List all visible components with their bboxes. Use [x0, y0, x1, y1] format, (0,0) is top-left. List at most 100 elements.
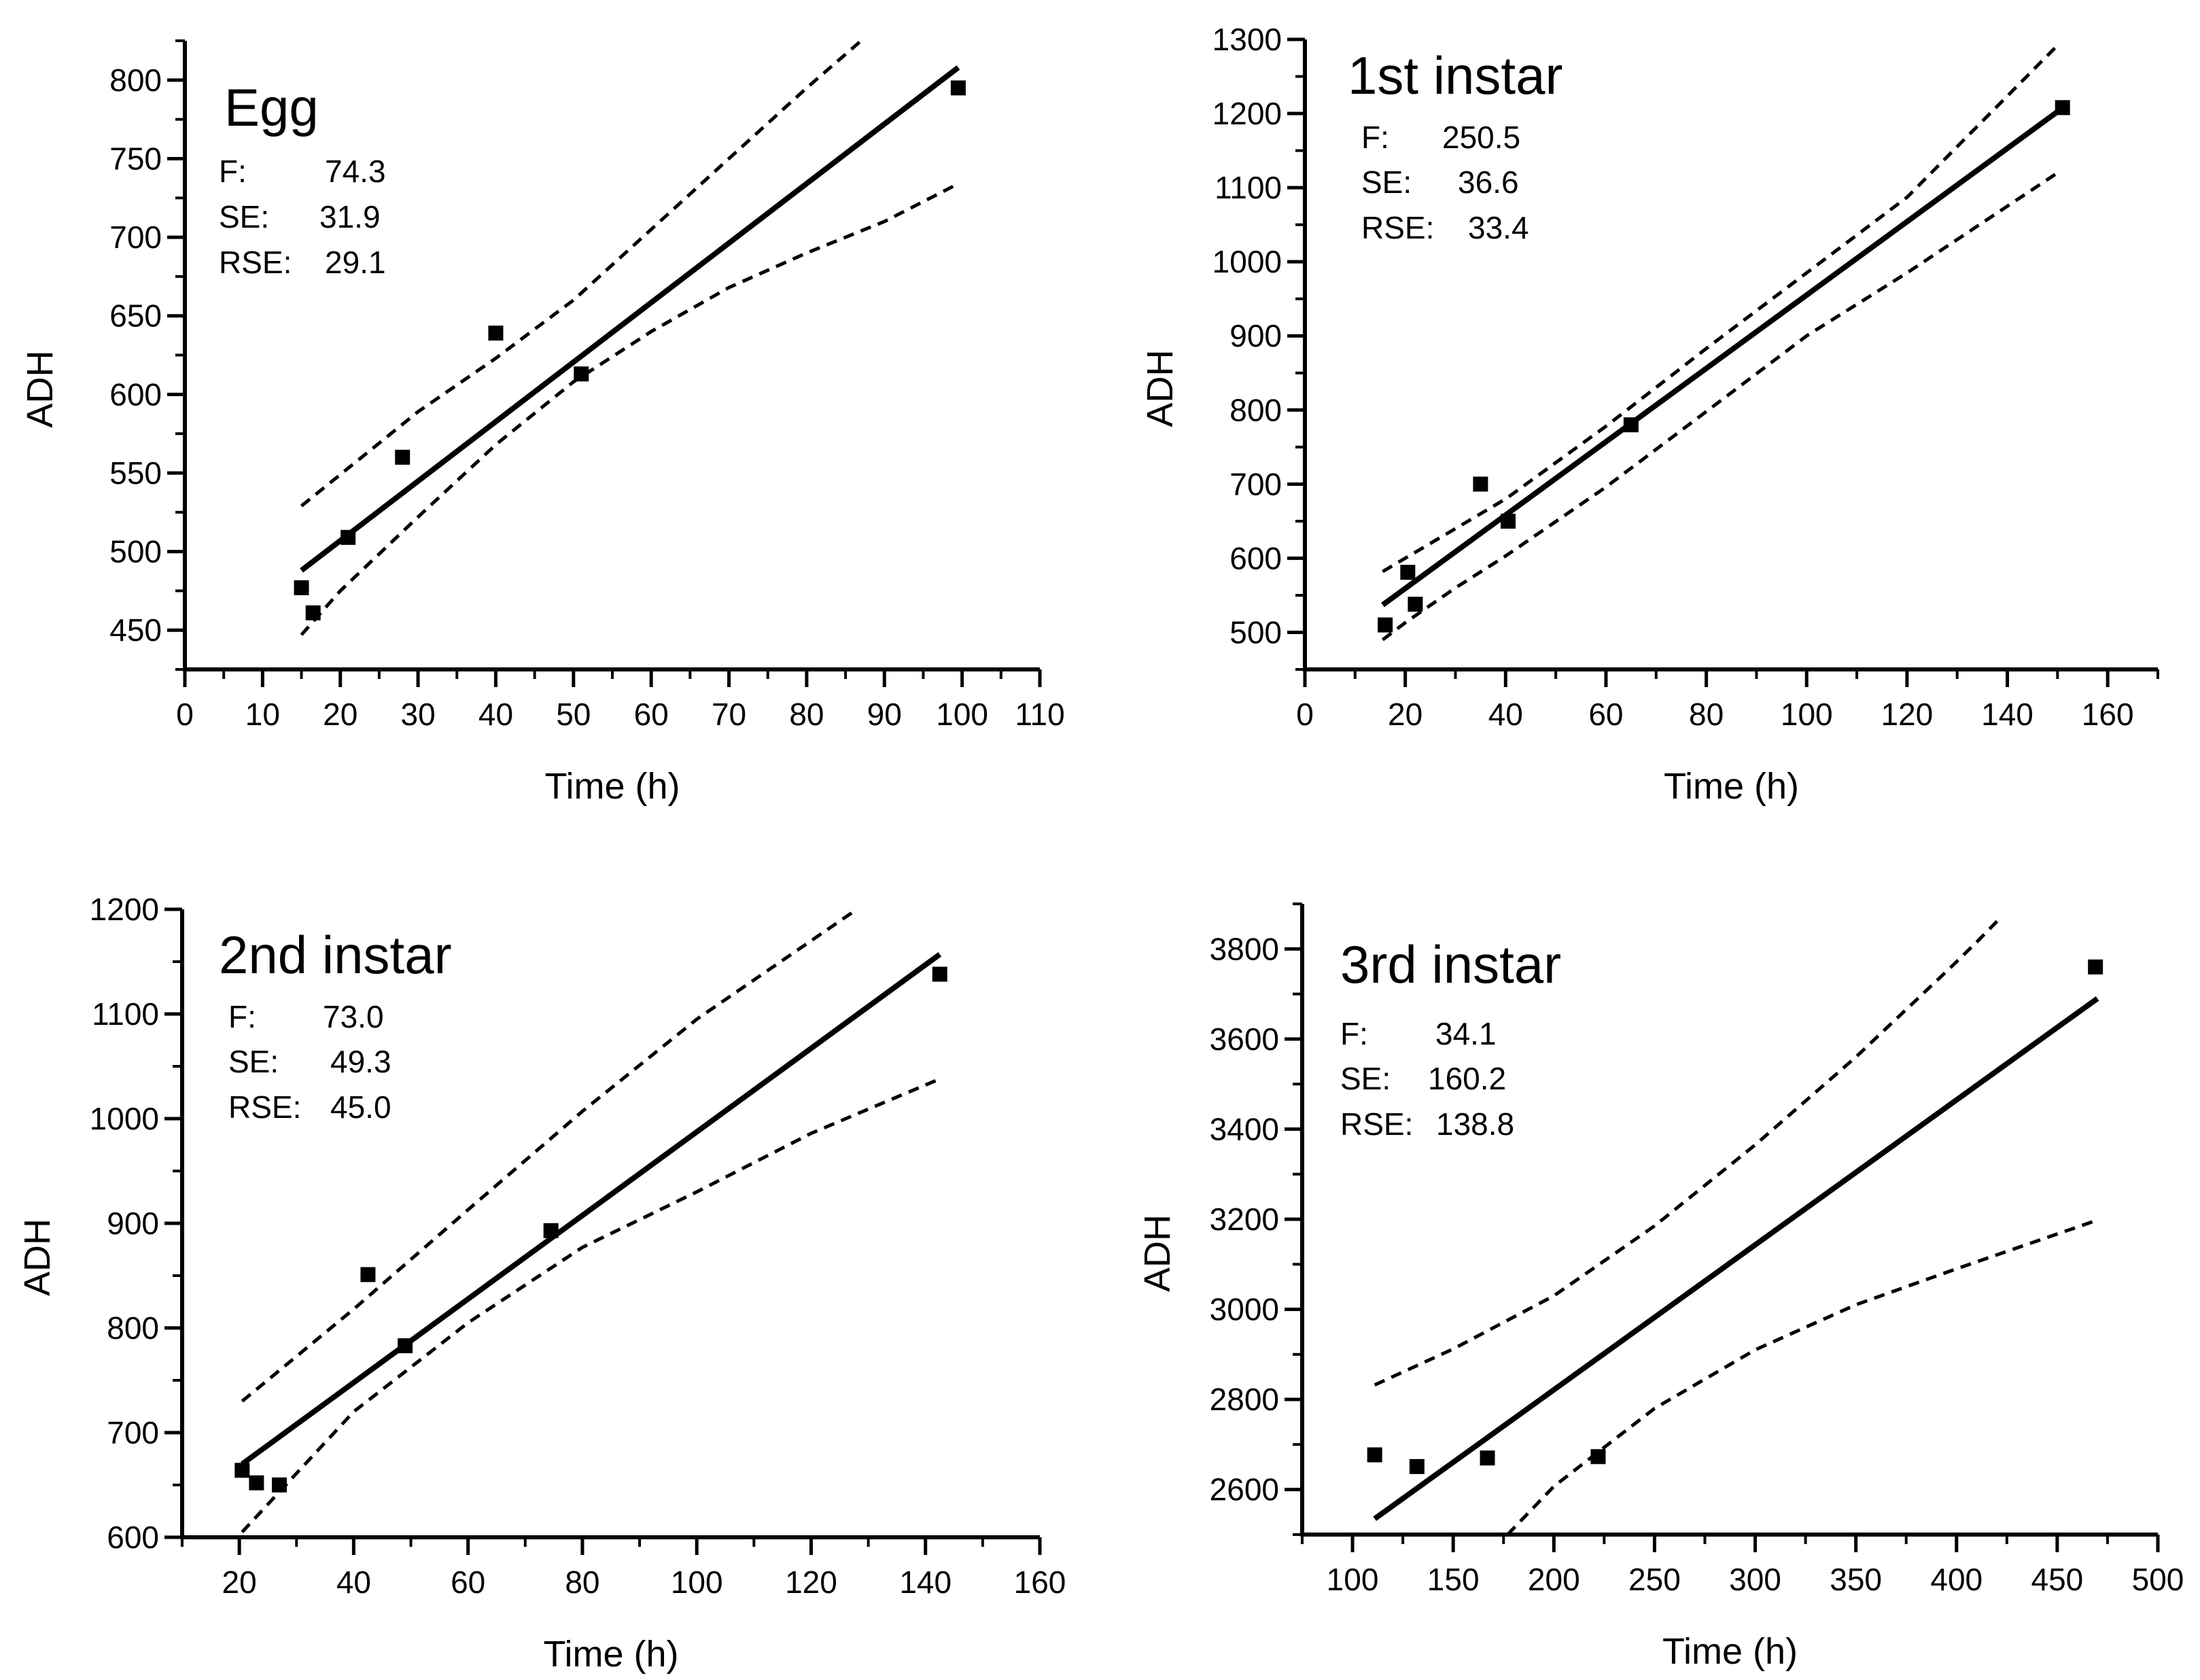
- y-tick-label: 1100: [1215, 170, 1282, 205]
- y-tick-label: 800: [1229, 392, 1282, 427]
- data-point: [574, 366, 589, 382]
- panel-title: 3rd instar: [1340, 934, 1561, 994]
- data-point: [249, 1475, 264, 1490]
- chart-panel-3rd-instar: 3rd instar F: 34.1 SE: 160.2 RSE: 138.8 …: [1137, 903, 2184, 1672]
- x-axis-title: Time (h): [1662, 1631, 1798, 1672]
- y-tick-label: 2600: [1210, 1472, 1279, 1507]
- y-tick-label: 550: [109, 455, 162, 491]
- x-tick-label: 10: [245, 697, 280, 732]
- x-tick-label: 90: [867, 697, 902, 732]
- lower-confidence-band: [241, 1077, 941, 1533]
- data-point: [1400, 565, 1416, 580]
- x-tick-label: 450: [2031, 1562, 2084, 1597]
- data-point: [1408, 597, 1423, 612]
- y-tick-label: 1200: [90, 892, 159, 927]
- stat-value-f: 34.1: [1435, 1016, 1497, 1051]
- lower-confidence-band: [300, 182, 960, 636]
- y-tick-label: 2800: [1210, 1382, 1279, 1417]
- y-tick-label: 1300: [1212, 22, 1282, 57]
- y-tick-label: 900: [1229, 318, 1282, 353]
- data-point: [950, 80, 966, 96]
- x-tick-label: 0: [176, 697, 194, 732]
- y-axis-title: ADH: [20, 350, 60, 427]
- y-tick-label: 600: [1229, 540, 1282, 576]
- stat-label-f: F:: [219, 154, 247, 189]
- x-tick-label: 500: [2132, 1562, 2184, 1597]
- x-tick-label: 80: [789, 697, 824, 732]
- y-tick-label: 3600: [1210, 1021, 1279, 1057]
- data-point: [305, 605, 321, 620]
- panel-title: 2nd instar: [219, 925, 452, 985]
- x-tick-label: 100: [1781, 697, 1833, 732]
- x-tick-label: 40: [1488, 697, 1523, 732]
- x-tick-label: 70: [712, 697, 746, 732]
- x-tick-label: 150: [1427, 1562, 1480, 1597]
- stats-box: F: 73.0 SE: 49.3 RSE: 45.0: [228, 999, 391, 1125]
- stat-value-se: 160.2: [1428, 1061, 1506, 1096]
- stats-box: F: 74.3 SE: 31.9 RSE: 29.1: [219, 154, 386, 280]
- stat-label-f: F:: [1361, 120, 1389, 155]
- stat-value-rse: 138.8: [1436, 1106, 1514, 1142]
- data-point: [488, 326, 504, 341]
- y-axis-title: ADH: [17, 1219, 58, 1296]
- panel-title: 1st instar: [1348, 46, 1562, 105]
- chart-panel-2nd-instar: 2nd instar F: 73.0 SE: 49.3 RSE: 45.0 20…: [17, 892, 1066, 1675]
- x-tick-label: 20: [222, 1564, 257, 1600]
- x-tick-label: 60: [634, 697, 669, 732]
- y-tick-label: 500: [1229, 614, 1282, 650]
- data-point: [341, 529, 356, 545]
- stat-label-f: F:: [228, 999, 256, 1034]
- x-tick-label: 60: [451, 1564, 485, 1600]
- x-tick-label: 20: [1388, 697, 1422, 732]
- x-tick-label: 50: [556, 697, 591, 732]
- upper-confidence-band: [1374, 916, 2002, 1387]
- y-tick-label: 600: [107, 1520, 159, 1555]
- y-axis-title: ADH: [1137, 1214, 1178, 1292]
- stats-box: F: 34.1 SE: 160.2 RSE: 138.8: [1340, 1016, 1514, 1142]
- upper-confidence-band: [241, 909, 858, 1403]
- data-point: [2055, 100, 2070, 116]
- data-point: [395, 449, 411, 465]
- data-point: [360, 1267, 376, 1282]
- x-tick-label: 120: [785, 1564, 837, 1600]
- x-tick-label: 140: [1981, 697, 2033, 732]
- panel-title: Egg: [224, 77, 319, 137]
- stat-label-se: SE:: [1340, 1061, 1391, 1096]
- x-tick-label: 60: [1588, 697, 1623, 732]
- stat-value-f: 74.3: [325, 154, 386, 189]
- y-tick-label: 650: [109, 298, 162, 334]
- y-tick-label: 800: [109, 63, 162, 98]
- x-tick-label: 100: [1327, 1562, 1379, 1597]
- y-tick-label: 800: [107, 1310, 159, 1346]
- x-tick-label: 0: [1296, 697, 1314, 732]
- stat-value-rse: 33.4: [1468, 210, 1529, 245]
- regression-line: [300, 65, 960, 573]
- y-tick-label: 1200: [1212, 96, 1282, 131]
- data-point: [1480, 1450, 1495, 1466]
- x-tick-label: 30: [401, 697, 436, 732]
- stat-value-f: 73.0: [323, 999, 384, 1034]
- x-tick-label: 40: [336, 1564, 371, 1600]
- y-tick-label: 450: [109, 612, 162, 648]
- y-tick-label: 1000: [90, 1101, 159, 1136]
- regression-line: [1381, 107, 2062, 608]
- data-point: [1473, 476, 1488, 492]
- data-point: [398, 1338, 413, 1354]
- x-tick-label: 200: [1528, 1562, 1580, 1597]
- data-point: [1367, 1447, 1382, 1463]
- data-point: [1409, 1458, 1425, 1474]
- data-point: [1378, 617, 1393, 633]
- data-point: [1590, 1449, 1606, 1465]
- stat-value-rse: 29.1: [325, 245, 386, 280]
- y-tick-label: 1000: [1212, 244, 1282, 279]
- y-tick-label: 3000: [1210, 1292, 1279, 1327]
- stat-label-se: SE:: [228, 1044, 279, 1079]
- y-tick-label: 700: [1229, 466, 1282, 502]
- regression-line: [1373, 996, 2099, 1522]
- stat-value-se: 49.3: [330, 1044, 391, 1079]
- data-point: [234, 1463, 250, 1478]
- stats-box: F: 250.5 SE: 36.6 RSE: 33.4: [1361, 120, 1529, 245]
- stat-value-se: 31.9: [319, 199, 381, 234]
- upper-confidence-band: [1382, 43, 2059, 574]
- y-tick-label: 3200: [1210, 1202, 1279, 1237]
